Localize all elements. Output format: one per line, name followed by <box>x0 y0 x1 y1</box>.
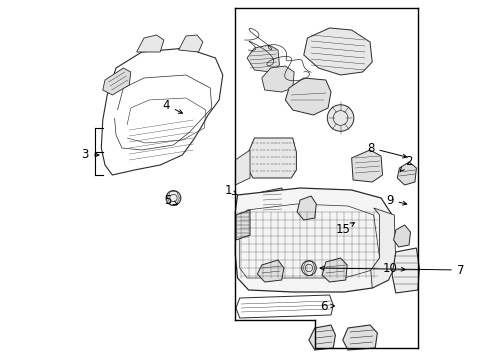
Text: 1: 1 <box>224 184 237 197</box>
Polygon shape <box>257 188 286 218</box>
Text: 11: 11 <box>0 359 1 360</box>
Text: 18: 18 <box>0 359 1 360</box>
Text: 12: 12 <box>0 359 1 360</box>
Polygon shape <box>235 150 249 185</box>
Polygon shape <box>102 68 130 95</box>
Text: 15: 15 <box>335 222 354 237</box>
Polygon shape <box>351 150 382 182</box>
Text: 10: 10 <box>382 261 405 274</box>
Polygon shape <box>178 35 203 52</box>
Polygon shape <box>246 45 279 72</box>
Text: 19: 19 <box>0 359 1 360</box>
Text: 8: 8 <box>366 141 406 158</box>
Polygon shape <box>257 260 284 282</box>
Polygon shape <box>236 210 249 240</box>
Polygon shape <box>235 188 393 292</box>
Polygon shape <box>342 325 377 350</box>
Text: 7: 7 <box>320 264 464 276</box>
Text: 14: 14 <box>0 359 1 360</box>
Text: 5: 5 <box>163 194 177 207</box>
Polygon shape <box>297 196 316 220</box>
Text: 16: 16 <box>0 359 1 360</box>
Polygon shape <box>322 258 346 282</box>
Circle shape <box>326 105 353 131</box>
Text: 13: 13 <box>0 359 1 360</box>
Text: 6: 6 <box>319 300 334 312</box>
Polygon shape <box>391 248 419 293</box>
Polygon shape <box>136 35 163 52</box>
Text: 9: 9 <box>386 194 406 207</box>
Text: 2: 2 <box>399 156 412 171</box>
Text: 4: 4 <box>162 99 182 113</box>
Polygon shape <box>396 162 416 185</box>
Polygon shape <box>308 325 335 350</box>
Polygon shape <box>261 66 294 92</box>
Circle shape <box>166 191 181 205</box>
Text: 20: 20 <box>0 359 1 360</box>
Text: 17: 17 <box>0 359 1 360</box>
Polygon shape <box>393 225 409 247</box>
Polygon shape <box>303 28 371 75</box>
Polygon shape <box>370 208 395 288</box>
Polygon shape <box>248 138 296 178</box>
Polygon shape <box>285 78 330 115</box>
Circle shape <box>301 261 316 275</box>
Text: 3: 3 <box>81 148 99 162</box>
